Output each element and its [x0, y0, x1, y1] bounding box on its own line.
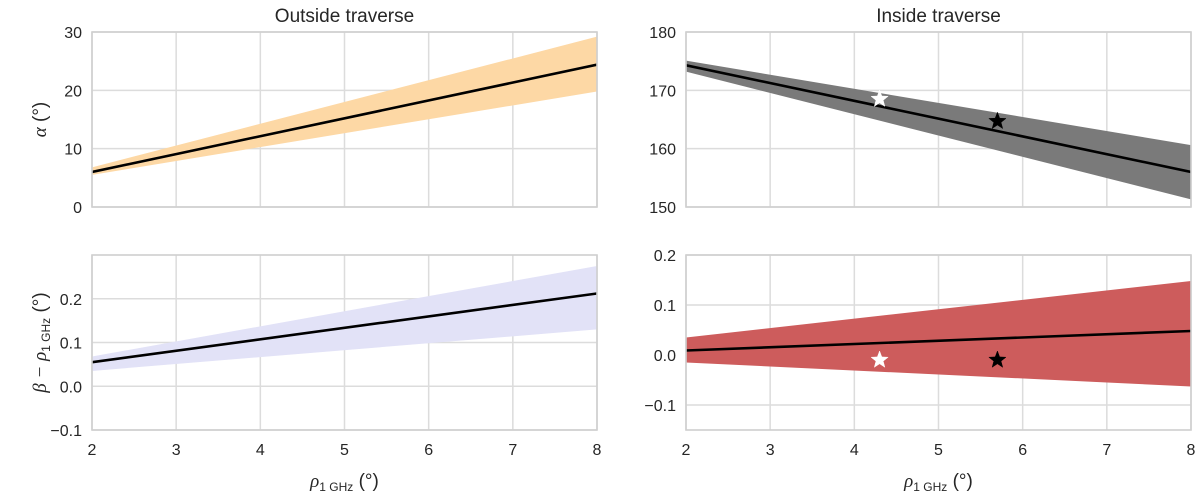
x-tick-label: 4: [256, 442, 265, 459]
x-tick-label: 7: [1102, 442, 1111, 459]
y-tick-label: 0: [73, 200, 82, 217]
plot-area: [92, 36, 597, 175]
fit-line: [686, 329, 1191, 352]
panel-inside-beta: −0.1 0.0 0.1 0.2 2 3 4 5 6 7 8 ρ1 GHz (°): [644, 248, 1195, 494]
x-tick-label: 8: [1187, 442, 1196, 459]
y-axis-label: α (°): [30, 102, 51, 138]
x-tick-label: 6: [424, 442, 433, 459]
x-tick-label: 4: [850, 442, 859, 459]
x-tick-label: 7: [508, 442, 517, 459]
star-marker: [870, 89, 889, 107]
fit-line: [92, 63, 597, 174]
axes-frame: [685, 254, 1192, 431]
y-tick-label: 30: [64, 25, 82, 42]
plot-area: [686, 281, 1191, 387]
plot-area: [92, 265, 597, 371]
star-marker: [988, 111, 1007, 130]
y-tick-label: 0.1: [654, 298, 676, 315]
y-tick-label: 0.1: [60, 336, 82, 353]
y-tick-label: −0.1: [50, 423, 82, 440]
x-tick-label: 3: [172, 442, 181, 459]
uncertainty-band: [686, 281, 1191, 387]
y-tick-label: 150: [649, 200, 676, 217]
axes-frame: [91, 31, 598, 208]
fit-line: [686, 63, 1191, 174]
panel-outside-beta: −0.1 0.0 0.1 0.2 2 3 4 5 6 7 8 ρ1 GHz (°) β − ρ1 GHz…: [30, 254, 602, 494]
panel-title: Outside traverse: [275, 6, 414, 27]
x-tick-label: 2: [682, 442, 691, 459]
x-axis-label: ρ1 GHz (°): [309, 471, 379, 494]
y-tick-label: 0.2: [60, 292, 82, 309]
axes-frame: [685, 31, 1192, 208]
y-tick-label: 0.2: [654, 248, 676, 265]
panel-outside-alpha: 0 10 20 30 Outside traverse α (°): [30, 6, 598, 217]
x-tick-label: 2: [88, 442, 97, 459]
y-axis-label: β − ρ1 GHz (°): [30, 292, 53, 393]
panel-inside-alpha: 150 160 170 180 Inside traverse: [649, 6, 1192, 217]
y-tick-label: 10: [64, 142, 82, 159]
x-tick-label: 6: [1018, 442, 1027, 459]
x-tick-label: 8: [593, 442, 602, 459]
x-axis-label: ρ1 GHz (°): [903, 471, 973, 494]
y-tick-label: 170: [649, 83, 676, 100]
y-tick-label: −0.1: [644, 398, 676, 415]
y-tick-label: 0.0: [654, 348, 676, 365]
panel-title: Inside traverse: [876, 6, 1001, 27]
axes-frame: [91, 254, 598, 431]
uncertainty-band: [92, 36, 597, 175]
y-tick-label: 160: [649, 142, 676, 159]
plot-area: [686, 60, 1191, 200]
uncertainty-band: [686, 60, 1191, 200]
y-tick-label: 180: [649, 25, 676, 42]
y-tick-label: 0.0: [60, 379, 82, 396]
star-marker: [870, 350, 889, 368]
x-tick-label: 5: [934, 442, 943, 459]
y-tick-label: 20: [64, 83, 82, 100]
x-tick-label: 5: [340, 442, 349, 459]
x-tick-label: 3: [766, 442, 775, 459]
fit-line: [92, 292, 597, 364]
star-marker: [988, 350, 1007, 368]
